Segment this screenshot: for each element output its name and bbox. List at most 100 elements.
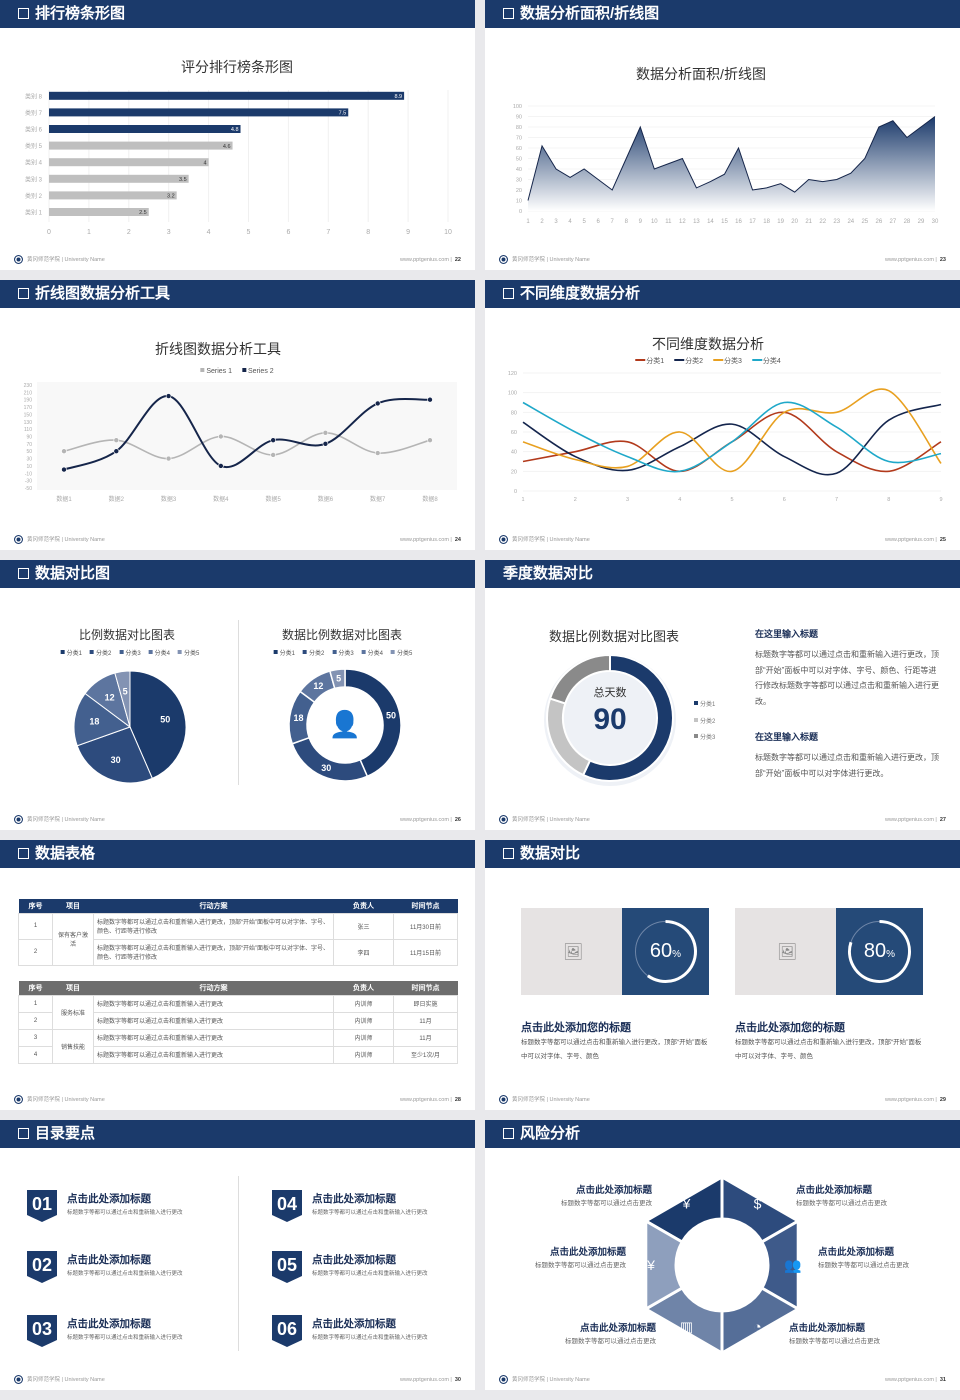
image-placeholder[interactable]: 🖼 [735, 908, 836, 995]
toc-item-sub: 标题数字等都可以通过点击和重新输入进行更改 [312, 1210, 428, 1216]
slide-header: 数据分析面积/折线图 [485, 0, 960, 28]
slide-footer: 黄冈师范学院 | University Name www.pptgenius.co… [499, 534, 946, 546]
x-tick-label: 17 [749, 219, 756, 225]
y-tick-label: 190 [24, 398, 33, 404]
data-label: 8.9 [394, 94, 402, 100]
risk-item-title[interactable]: 点击此处添加标题 [818, 1247, 895, 1258]
x-tick-label: 数据3 [161, 495, 177, 503]
footer-url[interactable]: www.pptgenius.com [884, 1097, 934, 1103]
card-title: 点击此处添加您的标题 [521, 1022, 631, 1034]
slide-title: 数据分析面积/折线图 [520, 5, 660, 22]
y-tick-label: 100 [513, 104, 522, 110]
risk-cycle-diagram: ¥ $ 👥 ◔ ▥ ¥ [644, 1175, 802, 1355]
slice-label: 30 [111, 755, 121, 765]
footer-url[interactable]: www.pptgenius.com [399, 1097, 449, 1103]
page-number: 31 [939, 1377, 946, 1383]
toc-item-title[interactable]: 点击此处添加标题 [312, 1254, 396, 1266]
risk-item-title[interactable]: 点击此处添加标题 [789, 1323, 866, 1334]
footer-url[interactable]: www.pptgenius.com [884, 257, 934, 263]
data-point [113, 437, 120, 443]
card-text: 标题数字等都可以通过点击和重新输入进行更改，顶部“开始”面板中可以对字体、字号、… [735, 1039, 922, 1060]
x-tick-label: 数据6 [318, 495, 334, 503]
footer-url[interactable]: www.pptgenius.com [399, 1377, 449, 1383]
x-tick-label: 24 [847, 219, 854, 225]
toc-item-sub: 标题数字等都可以通过点击和重新输入进行更改 [67, 1271, 183, 1277]
toc-item-title[interactable]: 点击此处添加标题 [67, 1318, 151, 1330]
pie-slice [328, 668, 346, 690]
x-tick-label: 10 [651, 219, 658, 225]
cell-no: 2 [18, 1011, 53, 1030]
legend-item: 分类2 [694, 717, 715, 725]
cell-plan: 标题数字等都可以通过点击和重新输入进行更改 [93, 994, 334, 1013]
footer-url[interactable]: www.pptgenius.com [884, 537, 934, 543]
chart-title: 折线图数据分析工具 [155, 341, 281, 357]
toc-item-title[interactable]: 点击此处添加标题 [312, 1318, 396, 1330]
checkbox-square-icon [503, 848, 514, 859]
data-point [374, 450, 381, 456]
university-logo-icon [14, 815, 23, 825]
risk-item-title[interactable]: 点击此处添加标题 [575, 1185, 652, 1196]
category-label: 类别 8 [25, 92, 43, 100]
data-point [270, 437, 276, 443]
cell-time: 11月 [393, 1028, 458, 1047]
image-placeholder[interactable]: 🖼 [521, 908, 622, 995]
x-tick-label: 12 [679, 219, 686, 225]
slice-label: 30 [321, 763, 331, 773]
plot-background [37, 382, 457, 490]
legend-swatch [273, 650, 278, 654]
legend-series-1: 分类1 [635, 358, 664, 365]
footer-url[interactable]: www.pptgenius.com [399, 537, 449, 543]
x-tick-label: 30 [932, 219, 939, 225]
footer-url[interactable]: www.pptgenius.com [884, 1377, 934, 1383]
legend-swatch [391, 650, 396, 654]
toc-item-title[interactable]: 点击此处添加标题 [67, 1254, 151, 1266]
university-logo-icon [499, 535, 508, 545]
y-tick-label: 50 [516, 157, 522, 163]
cell-time: 11月 [393, 1011, 458, 1030]
cell-owner: 内训师 [333, 1028, 394, 1047]
legend-series-1: Series 1 [200, 368, 232, 375]
category-label: 类别 1 [25, 209, 43, 217]
slide-header: 季度数据对比 [485, 560, 960, 588]
x-tick-label: 1 [87, 229, 91, 236]
col-item: 项目 [52, 899, 94, 913]
building-icon: ▥ [680, 1318, 693, 1334]
toc-item-title[interactable]: 点击此处添加标题 [67, 1193, 151, 1205]
page-number: 22 [454, 257, 461, 263]
footer-url[interactable]: www.pptgenius.com [399, 257, 449, 263]
checkbox-square-icon [18, 1128, 29, 1139]
progress-card: 60% [622, 908, 709, 995]
x-tick-label: 6 [597, 219, 601, 225]
slice-label: 12 [313, 681, 323, 691]
cell-plan: 标题数字等都可以通过点击和重新输入进行更改，顶部“开始”面板中可以对字体、字号、… [93, 938, 334, 966]
footer-url[interactable]: www.pptgenius.com [399, 817, 449, 823]
toc-number-badge: 04 [272, 1190, 302, 1222]
footer-url[interactable]: www.pptgenius.com [884, 817, 934, 823]
y-tick-label: 20 [516, 188, 522, 194]
slide-data-table: 序号 项目 行动方案 负责人 时间节点 1 保有客户激活 标题数字等都可以通过点击和重新输入… [0, 840, 475, 1110]
toc-item-title[interactable]: 点击此处添加标题 [312, 1193, 396, 1205]
risk-item-title[interactable]: 点击此处添加标题 [579, 1323, 656, 1334]
cell-no: 1 [18, 994, 53, 1013]
legend-item: 分类1 [694, 701, 715, 708]
cell-plan: 标题数字等都可以通过点击和重新输入进行更改 [93, 1028, 334, 1047]
risk-item-title[interactable]: 点击此处添加标题 [549, 1247, 626, 1258]
progress-card: 80% [836, 908, 923, 995]
x-tick-label: 数据4 [213, 495, 229, 503]
y-tick-label: 170 [24, 405, 33, 411]
col-no: 序号 [18, 981, 53, 995]
y-tick-label: 50 [26, 449, 32, 455]
slide-footer: 黄冈师范学院 | University Name www.pptgenius.co… [14, 1094, 461, 1106]
pie-title: 比例数据对比图表 [78, 628, 176, 642]
data-label: 4.8 [231, 127, 239, 133]
slice-label: 50 [160, 715, 170, 725]
donut-legend: 分类1 分类2 分类3 分类4 分类5 [270, 648, 417, 657]
legend-item: 分类4 [361, 650, 383, 657]
x-tick-label: 18 [763, 219, 770, 225]
risk-item-title[interactable]: 点击此处添加标题 [796, 1185, 873, 1196]
data-label: 3.5 [179, 177, 187, 183]
page-number: 25 [939, 537, 946, 543]
page-number: 30 [454, 1377, 461, 1383]
data-point [322, 430, 329, 436]
